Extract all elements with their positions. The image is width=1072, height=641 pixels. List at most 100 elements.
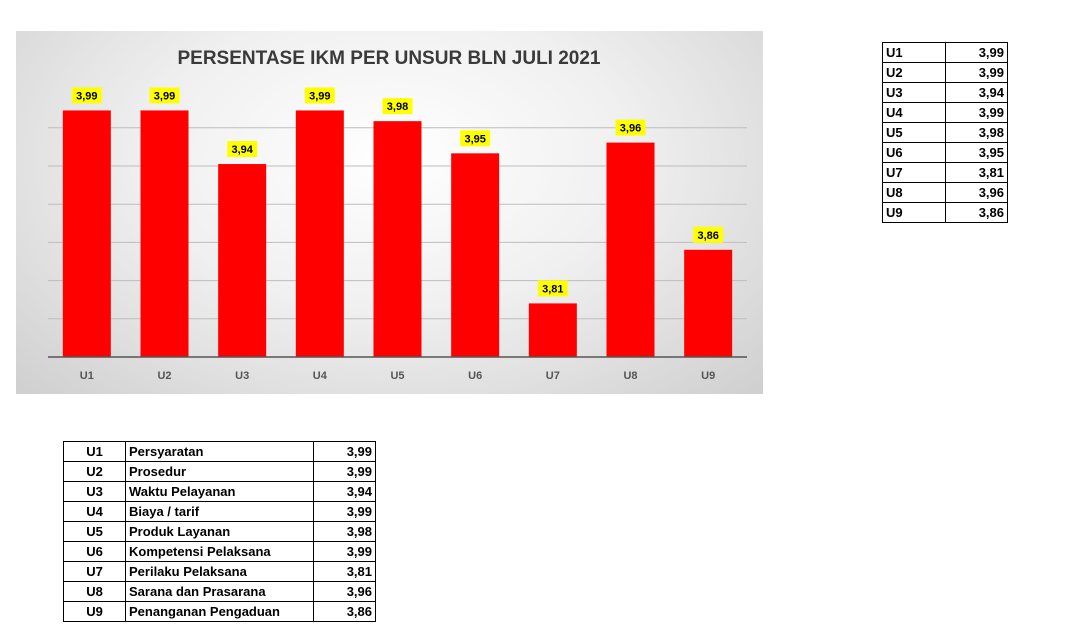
x-tick-label: U5: [390, 370, 404, 382]
summary-row-code: U7: [882, 162, 946, 183]
summary-row-val: 3,99: [945, 42, 1008, 63]
data-label: 3,96: [615, 119, 646, 136]
summary-row: U5 3,98: [882, 122, 1008, 143]
data-label: 3,98: [382, 98, 413, 115]
summary-row: U1 3,99: [882, 42, 1008, 63]
summary-row-val: 3,95: [945, 142, 1008, 163]
data-label-background: [227, 141, 258, 158]
summary-row-code: U8: [882, 182, 946, 203]
chart-title: PERSENTASE IKM PER UNSUR BLN JULI 2021: [177, 48, 600, 69]
summary-row: U7 3,81: [882, 162, 1008, 183]
legend-row-val: 3,99: [313, 501, 376, 522]
summary-row-val: 3,94: [945, 82, 1008, 103]
legend-row-name: Biaya / tarif: [125, 501, 314, 522]
chart-canvas: PERSENTASE IKM PER UNSUR BLN JULI 2021 3…: [48, 48, 747, 382]
legend-row-name: Kompetensi Pelaksana: [125, 541, 314, 562]
summary-row-code: U4: [882, 102, 946, 123]
data-label-background: [537, 280, 568, 297]
legend-row-val: 3,99: [313, 441, 376, 462]
element-legend-table: U1 Persyaratan 3,99 U2 Prosedur 3,99 U3 Waktu P…: [63, 441, 376, 622]
summary-row-code: U9: [882, 202, 946, 223]
summary-row-val: 3,98: [945, 122, 1008, 143]
data-label-value: 3,99: [309, 90, 330, 102]
legend-row-val: 3,99: [313, 541, 376, 562]
summary-row-val: 3,99: [945, 62, 1008, 83]
x-tick-label: U7: [546, 370, 560, 382]
data-label-background: [460, 130, 491, 147]
data-labels: 3,99 3,99 3,94 3,99 3,98 3,95 3,81 3,96 3,86: [71, 87, 724, 297]
legend-row-name: Penanganan Pengaduan: [125, 601, 314, 622]
legend-row: U3 Waktu Pelayanan 3,94: [63, 481, 376, 502]
x-tick-label: U8: [623, 370, 637, 382]
data-label: 3,94: [227, 141, 258, 158]
legend-row-code: U1: [63, 441, 126, 462]
bar-u2: [140, 110, 189, 357]
summary-row-code: U1: [882, 42, 946, 63]
bar-u5: [373, 121, 422, 357]
data-label: 3,99: [304, 87, 335, 104]
bar-u6: [451, 153, 500, 357]
summary-row: U4 3,99: [882, 102, 1008, 123]
summary-row-code: U6: [882, 142, 946, 163]
summary-row: U6 3,95: [882, 142, 1008, 163]
legend-row-code: U2: [63, 461, 126, 482]
bar-u9: [684, 249, 733, 357]
data-label: 3,99: [71, 87, 102, 104]
legend-row-code: U8: [63, 581, 126, 602]
legend-row: U2 Prosedur 3,99: [63, 461, 376, 482]
bar-u4: [295, 110, 344, 357]
x-tick-label: U1: [80, 370, 94, 382]
legend-row-val: 3,81: [313, 561, 376, 582]
summary-row-code: U5: [882, 122, 946, 143]
summary-row-code: U3: [882, 82, 946, 103]
data-label-value: 3,81: [542, 283, 563, 295]
summary-row: U2 3,99: [882, 62, 1008, 83]
legend-row: U5 Produk Layanan 3,98: [63, 521, 376, 542]
bar-u7: [528, 303, 577, 357]
bars: [62, 110, 733, 357]
legend-row-name: Waktu Pelayanan: [125, 481, 314, 502]
data-label-background: [304, 87, 335, 104]
data-label-background: [382, 98, 413, 115]
legend-row-code: U7: [63, 561, 126, 582]
data-label-background: [71, 87, 102, 104]
legend-row-val: 3,86: [313, 601, 376, 622]
data-label-value: 3,86: [697, 230, 718, 242]
legend-row-code: U3: [63, 481, 126, 502]
summary-row-val: 3,99: [945, 102, 1008, 123]
x-tick-labels: U1 U2 U3 U4 U5 U6 U7 U8 U9: [80, 370, 715, 382]
summary-row-val: 3,96: [945, 182, 1008, 203]
legend-row-name: Prosedur: [125, 461, 314, 482]
x-tick-label: U6: [468, 370, 482, 382]
data-label-value: 3,96: [620, 123, 641, 135]
data-label-value: 3,98: [387, 101, 408, 113]
bar-u1: [62, 110, 111, 357]
legend-row-val: 3,98: [313, 521, 376, 542]
data-label-background: [615, 119, 646, 136]
bar-u8: [606, 142, 655, 357]
legend-row-code: U9: [63, 601, 126, 622]
legend-row-code: U5: [63, 521, 126, 542]
data-label: 3,81: [537, 280, 568, 297]
legend-row-name: Persyaratan: [125, 441, 314, 462]
x-tick-label: U3: [235, 370, 249, 382]
legend-row-name: Produk Layanan: [125, 521, 314, 542]
summary-row: U8 3,96: [882, 182, 1008, 203]
summary-row-val: 3,81: [945, 162, 1008, 183]
legend-row-code: U4: [63, 501, 126, 522]
legend-row-name: Sarana dan Prasarana: [125, 581, 314, 602]
data-label: 3,86: [693, 226, 724, 243]
data-label-value: 3,95: [464, 133, 485, 145]
legend-row-name: Perilaku Pelaksana: [125, 561, 314, 582]
legend-row: U6 Kompetensi Pelaksana 3,99: [63, 541, 376, 562]
data-label: 3,99: [149, 87, 180, 104]
data-label-background: [149, 87, 180, 104]
summary-table: U1 3,99 U2 3,99 U3 3,94 U4 3,99 U5 3,98 U6 3,95 U7 3,…: [882, 42, 1008, 223]
data-label: 3,95: [460, 130, 491, 147]
data-label-value: 3,99: [76, 90, 97, 102]
legend-row-val: 3,94: [313, 481, 376, 502]
x-tick-label: U9: [701, 370, 715, 382]
legend-row: U9 Penanganan Pengaduan 3,86: [63, 601, 376, 622]
legend-row: U7 Perilaku Pelaksana 3,81: [63, 561, 376, 582]
summary-row-val: 3,86: [945, 202, 1008, 223]
